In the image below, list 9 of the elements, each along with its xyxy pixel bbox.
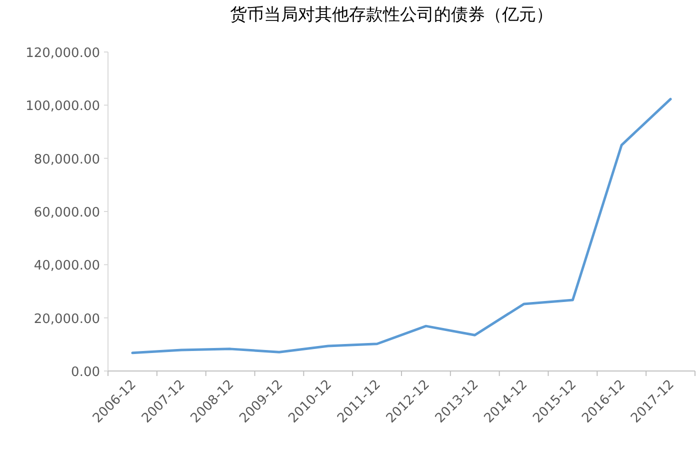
- y-tick-label: 20,000.00: [34, 312, 100, 327]
- line-series: [131, 98, 672, 354]
- y-tick-label: 0.00: [71, 365, 100, 380]
- chart-title: 货币当局对其他存款性公司的债券（亿元）: [230, 5, 553, 25]
- y-tick-label: 100,000.00: [26, 99, 100, 114]
- y-tick-label: 120,000.00: [26, 46, 100, 61]
- y-tick-label: 80,000.00: [34, 152, 100, 168]
- y-tick-label: 40,000.00: [34, 258, 100, 274]
- y-tick-label: 60,000.00: [34, 206, 100, 220]
